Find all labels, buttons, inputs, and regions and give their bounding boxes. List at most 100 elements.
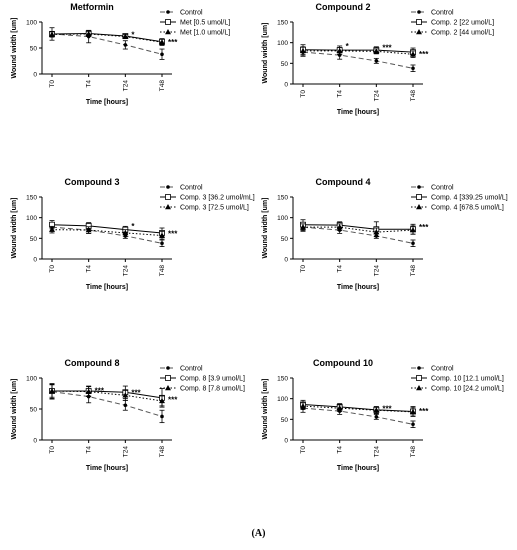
marker-triangle [416, 29, 422, 35]
series-line [52, 390, 163, 399]
y-tick-label: 100 [277, 215, 288, 222]
marker-dot [374, 59, 379, 63]
x-axis-label: Time [hours] [86, 99, 128, 106]
x-tick-label: T48 [410, 90, 417, 102]
series-line [303, 226, 414, 233]
series-line [302, 49, 414, 53]
legend-label: Control [431, 366, 454, 373]
x-tick-label: T0 [49, 265, 56, 273]
marker-triangle [122, 33, 129, 39]
y-tick-label: 0 [284, 257, 288, 264]
marker-triangle [49, 226, 55, 232]
marker-triangle [85, 388, 92, 394]
series-line [51, 390, 163, 402]
significance-mark: *** [419, 407, 429, 416]
legend-label: Comp. 8 [7.8 umol/L] [180, 386, 245, 393]
marker-square [165, 194, 171, 200]
marker-dot [417, 185, 421, 189]
marker-triangle [85, 30, 92, 37]
marker-square [165, 19, 171, 25]
y-tick-label: 100 [26, 20, 37, 27]
x-tick-label: T4 [337, 446, 344, 454]
y-axis-label: Wound width [um] [262, 379, 269, 440]
marker-triangle [373, 48, 380, 54]
x-axis-label: Time [hours] [337, 284, 379, 291]
x-axis-label: Time [hours] [86, 465, 128, 472]
x-tick-label: T48 [159, 265, 166, 277]
marker-dot [123, 43, 128, 47]
y-tick-label: 0 [284, 82, 288, 89]
legend-label: Comp. 8 [3.9 umol/L] [180, 376, 245, 383]
x-tick-label: T0 [49, 446, 56, 454]
marker-dot [166, 10, 170, 14]
chart-panel-1: Metformin 0 50 100 T0 T4 T24 T48 Time [hours] Wou… [11, 2, 230, 106]
marker-triangle [300, 47, 306, 54]
marker-triangle [416, 385, 422, 391]
x-tick-label: T0 [49, 80, 56, 88]
marker-dot [411, 66, 415, 71]
y-tick-label: 150 [277, 376, 288, 383]
marker-dot [411, 241, 415, 246]
series-2 [300, 219, 416, 238]
x-tick-label: T24 [373, 446, 380, 458]
x-tick-label: T24 [373, 265, 380, 277]
y-tick-label: 100 [26, 376, 37, 383]
series-2 [300, 399, 416, 417]
x-tick-label: T48 [410, 265, 417, 277]
marker-dot [123, 403, 128, 408]
series-line [51, 229, 163, 236]
x-tick-label: T48 [410, 446, 417, 458]
x-tick-label: T24 [122, 446, 129, 458]
marker-triangle [49, 31, 55, 37]
marker-triangle [49, 388, 55, 394]
chart-title: Compound 3 [65, 177, 120, 187]
x-tick-label: T48 [159, 446, 166, 458]
series-line [303, 50, 414, 55]
x-tick-label: T24 [122, 80, 129, 92]
series-2 [49, 220, 165, 239]
series-2 [49, 30, 165, 46]
x-tick-label: T24 [373, 90, 380, 102]
x-tick-label: T4 [337, 90, 344, 98]
marker-triangle [122, 392, 129, 398]
legend-label: Comp. 2 [44 umol/L] [431, 30, 494, 37]
x-tick-label: T0 [300, 446, 307, 454]
legend: Control Met [0.5 umol/L] Met [1.0 umol/L] [160, 10, 230, 37]
series-1 [49, 27, 165, 60]
series-3 [49, 30, 165, 46]
y-tick-label: 0 [33, 72, 37, 79]
marker-triangle [159, 397, 165, 404]
y-tick-label: 50 [281, 61, 289, 68]
y-axis-label: Wound width [um] [11, 18, 18, 79]
marker-triangle [416, 204, 422, 210]
figure-label: (A) [251, 528, 266, 539]
series-line [51, 226, 163, 244]
legend-label: Control [431, 185, 454, 192]
marker-triangle [159, 232, 165, 238]
marker-triangle [336, 405, 343, 411]
legend-label: Control [180, 185, 203, 192]
marker-dot [411, 422, 415, 427]
y-axis-label: Wound width [um] [11, 198, 18, 259]
y-axis-label: Wound width [um] [11, 379, 18, 440]
y-tick-label: 0 [33, 438, 37, 445]
marker-triangle [85, 227, 92, 233]
legend: Control Comp. 8 [3.9 umol/L] Comp. 8 [7.8 … [160, 366, 245, 393]
marker-triangle [159, 39, 165, 45]
legend-label: Met [1.0 umol/L] [180, 30, 230, 37]
significance-mark: * [346, 42, 350, 51]
x-axis-label: Time [hours] [337, 465, 379, 472]
chart-panel-6: Compound 10 0 50 100 150 T0 T4 T24 T48 Time [hour… [262, 358, 504, 472]
y-tick-label: 50 [30, 46, 38, 53]
marker-triangle [410, 408, 416, 415]
x-tick-label: T0 [300, 265, 307, 273]
x-axis-label: Time [hours] [86, 284, 128, 291]
series-line [302, 224, 413, 230]
significance-mark: *** [419, 50, 429, 59]
marker-triangle [410, 227, 416, 233]
x-tick-label: T4 [86, 446, 93, 454]
marker-triangle [300, 403, 306, 409]
significance-mark: *** [382, 405, 392, 414]
x-tick-label: T4 [86, 80, 93, 88]
